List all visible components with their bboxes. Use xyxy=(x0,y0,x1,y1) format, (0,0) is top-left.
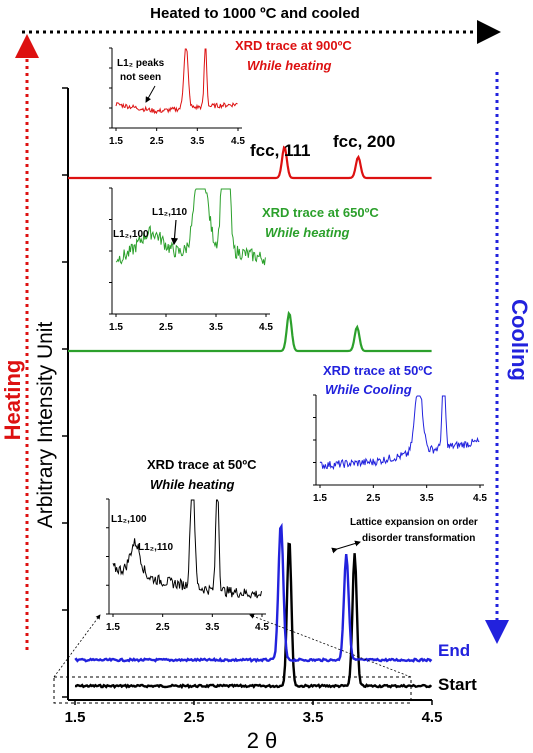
inset-x-tick-label: 2.5 xyxy=(366,493,380,504)
inset-blue-title: XRD trace at 50ºC xyxy=(323,363,433,378)
inset-x-tick-label: 2.5 xyxy=(150,136,164,147)
inset-black-title: XRD trace at 50ºC xyxy=(147,457,257,472)
inset-x-tick-label: 1.5 xyxy=(313,493,327,504)
inset-x-tick-label: 4.5 xyxy=(255,622,269,633)
insets: 1.5 2.5 3.5 4.5 1.5 2.5 3.5 4.5 1.5 2.5 3.5 4.5 1.5 2… xyxy=(106,47,487,633)
inset-green-annotation-arrow xyxy=(170,219,179,246)
inset-red-annotation-2: not seen xyxy=(120,72,161,83)
inset-black-annotation-2: L1₂,110 xyxy=(138,542,173,553)
x-tick-label: 2.5 xyxy=(184,709,205,726)
inset-blue: 1.5 2.5 3.5 4.5 xyxy=(313,394,487,504)
inset-trace xyxy=(319,395,480,471)
inset-black: 1.5 2.5 3.5 4.5 xyxy=(106,498,269,633)
zoom-guide-right xyxy=(249,614,412,678)
inset-trace xyxy=(112,499,262,599)
end-trace xyxy=(74,522,433,663)
y-ticks xyxy=(62,87,68,698)
inset-red-title: XRD trace at 900ºC xyxy=(235,38,352,53)
lattice-annotation-1: Lattice expansion on order xyxy=(350,517,478,528)
y-axis-label: Arbitrary Intensity Unit xyxy=(34,322,57,529)
inset-x-tick-label: 4.5 xyxy=(473,493,487,504)
trace-label-start: Start xyxy=(438,675,477,694)
inset-x-tick-label: 1.5 xyxy=(109,322,123,333)
inset-green: 1.5 2.5 3.5 4.5 xyxy=(109,187,273,333)
trace-label-end: End xyxy=(438,641,470,660)
start-trace xyxy=(74,542,433,690)
heating-label: Heating xyxy=(0,360,25,441)
peak-label-111: fcc, 111 xyxy=(250,141,311,160)
inset-black-annotation-1: L1₂,100 xyxy=(111,514,147,525)
main-series xyxy=(68,145,433,690)
lattice-expansion-arrow xyxy=(331,540,361,554)
inset-x-tick-label: 3.5 xyxy=(209,322,223,333)
inset-green-annotation-2: L1₂,110 xyxy=(152,207,187,218)
inset-x-tick-label: 4.5 xyxy=(259,322,273,333)
inset-red-subtitle: While heating xyxy=(247,58,332,73)
lattice-annotation-2: disorder transformation xyxy=(362,533,475,544)
inset-trace xyxy=(115,48,238,115)
peak-label-200: fcc, 200 xyxy=(333,132,395,151)
inset-black-subtitle: While heating xyxy=(150,477,235,492)
cooling-label: Cooling xyxy=(507,299,532,381)
x-tick-label: 1.5 xyxy=(65,709,86,726)
x-tick-label: 3.5 xyxy=(303,709,324,726)
x-tick-label: 4.5 xyxy=(422,709,443,726)
inset-red: 1.5 2.5 3.5 4.5 xyxy=(109,47,245,147)
x-ticks: 1.5 2.5 3.5 4.5 xyxy=(65,700,443,726)
inset-x-tick-label: 4.5 xyxy=(231,136,245,147)
inset-green-title: XRD trace at 650ºC xyxy=(262,205,379,220)
inset-x-tick-label: 1.5 xyxy=(106,622,120,633)
inset-x-tick-label: 3.5 xyxy=(190,136,204,147)
red-trace xyxy=(68,145,432,180)
inset-x-tick-label: 3.5 xyxy=(420,493,434,504)
green-trace xyxy=(68,310,432,353)
inset-trace xyxy=(115,188,266,266)
x-axis-label: 2 θ xyxy=(247,728,278,753)
zoom-guide-left xyxy=(53,614,101,678)
inset-x-tick-label: 2.5 xyxy=(156,622,170,633)
inset-x-tick-label: 1.5 xyxy=(109,136,123,147)
inset-x-tick-label: 3.5 xyxy=(205,622,219,633)
zoom-box xyxy=(53,676,412,704)
inset-green-subtitle: While heating xyxy=(265,225,350,240)
inset-green-annotation-1: L1₂,100 xyxy=(113,229,149,240)
inset-blue-subtitle: While Cooling xyxy=(325,382,412,397)
top-arrow-label: Heated to 1000 ºC and cooled xyxy=(150,5,360,22)
inset-x-tick-label: 2.5 xyxy=(159,322,173,333)
inset-red-annotation-1: L1₂ peaks xyxy=(117,58,165,69)
inset-red-annotation-arrow xyxy=(145,85,156,103)
